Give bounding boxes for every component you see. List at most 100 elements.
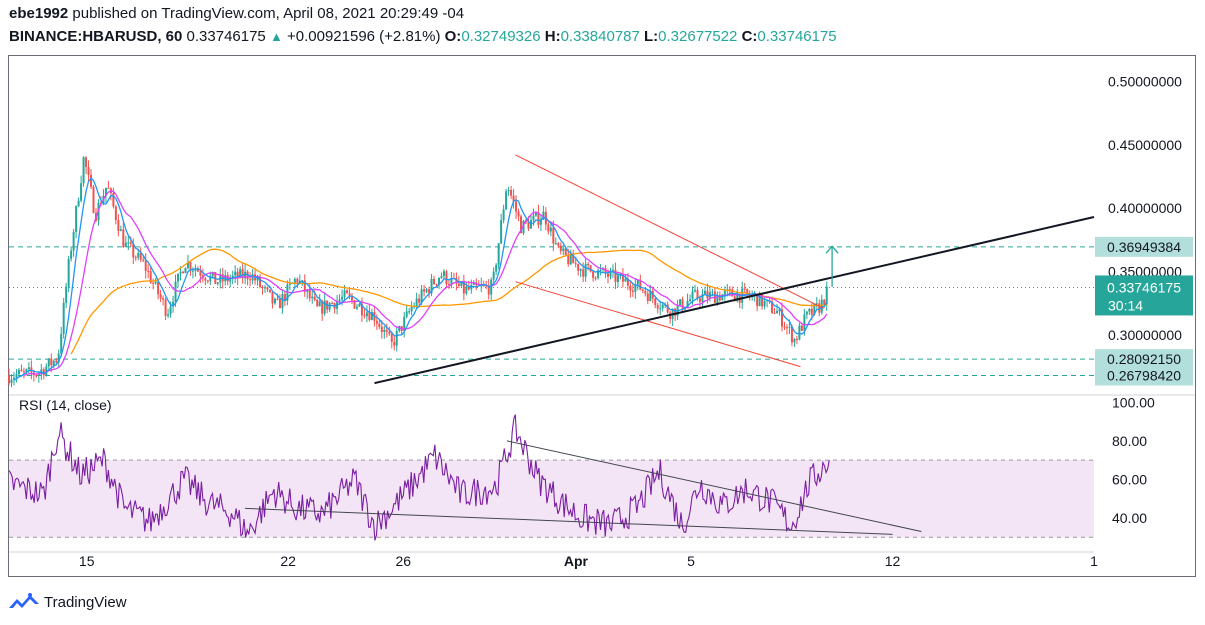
price-change: +0.00921596 (+2.81%) <box>287 28 441 45</box>
candle-body <box>370 312 373 320</box>
candle-body <box>437 277 440 285</box>
chart-frame[interactable] <box>8 55 1196 577</box>
candle-body <box>736 293 739 302</box>
tradingview-logo-icon <box>9 593 39 608</box>
candle-body <box>57 353 60 363</box>
candle-body <box>82 157 85 184</box>
candle-body <box>554 243 557 245</box>
candle-body <box>805 311 808 315</box>
author-name[interactable]: ebe1992 <box>9 5 69 22</box>
red-channel-upper-line <box>515 154 824 309</box>
candle-body <box>433 278 436 285</box>
candle-body <box>472 282 475 285</box>
candle-body <box>390 333 393 342</box>
candle-body <box>209 275 212 282</box>
candle-body <box>798 325 801 340</box>
candle-body <box>696 290 699 299</box>
candle-body <box>771 301 774 314</box>
candle-body <box>114 206 117 221</box>
candle-body <box>52 360 55 366</box>
candle-body <box>624 278 627 282</box>
candle-body <box>559 245 562 252</box>
price-axis-label: 0.40000000 <box>1108 200 1182 216</box>
candle-body <box>636 279 639 285</box>
candle-body <box>186 261 189 268</box>
level-price-tag: 0.26798420 <box>1107 368 1181 384</box>
candle-body <box>654 298 657 306</box>
candle-body <box>818 303 821 313</box>
candle-body <box>505 191 508 210</box>
candle-body <box>25 369 28 372</box>
candle-body <box>410 306 413 312</box>
candle-body <box>614 269 617 282</box>
candle-body <box>353 300 356 309</box>
candle-body <box>743 288 746 290</box>
candle-body <box>810 309 813 315</box>
candle-body <box>256 277 259 281</box>
candle-body <box>47 358 50 367</box>
candle-body <box>65 286 68 303</box>
candle-body <box>313 296 316 300</box>
candle-body <box>80 183 83 201</box>
candle-body <box>758 293 761 307</box>
candle-body <box>500 220 503 244</box>
candle-body <box>646 293 649 301</box>
candle-body <box>694 290 697 292</box>
candle-body <box>572 253 575 264</box>
candle-body <box>698 298 701 302</box>
candle-body <box>515 201 518 212</box>
candle-body <box>761 293 764 307</box>
candle-body <box>147 271 150 273</box>
candle-body <box>686 300 689 308</box>
rsi-layer <box>8 414 922 541</box>
candle-body <box>191 270 194 272</box>
rsi-line <box>8 414 830 541</box>
candle-body <box>306 289 309 292</box>
candle-body <box>40 369 43 374</box>
candle-body <box>393 341 396 346</box>
candle-body <box>368 312 371 320</box>
candle-body <box>308 289 311 299</box>
candle-body <box>358 303 361 307</box>
candle-body <box>177 273 180 282</box>
candle-body <box>611 269 614 271</box>
candle-body <box>107 187 110 189</box>
time-axis-label: 5 <box>687 553 695 569</box>
candle-body <box>12 377 15 380</box>
candle-body <box>492 271 495 280</box>
candle-body <box>756 293 759 307</box>
rsi-axis-label: 100.00 <box>1112 394 1155 410</box>
candle-body <box>579 269 582 271</box>
candle-body <box>296 279 299 283</box>
footer-brand[interactable]: TradingView <box>8 592 127 612</box>
candle-body <box>259 277 262 287</box>
candle-body <box>661 304 664 309</box>
candle-body <box>718 295 721 301</box>
candle-body <box>316 299 319 307</box>
candle-body <box>216 282 219 284</box>
candle-body <box>462 281 465 294</box>
candle-body <box>790 326 793 343</box>
candle-body <box>423 289 426 292</box>
candle-body <box>594 277 597 279</box>
candle-body <box>388 331 391 334</box>
candle-body <box>529 219 532 229</box>
time-axis-label: 15 <box>79 553 95 569</box>
drawings-layer <box>374 154 1095 385</box>
candle-body <box>430 278 433 294</box>
price-axis-label: 0.45000000 <box>1108 137 1182 153</box>
candle-body <box>239 269 242 278</box>
candle-body <box>681 299 684 310</box>
current-price-tag-bg <box>1095 275 1193 316</box>
candle-body <box>10 379 13 384</box>
candle-body <box>293 279 296 283</box>
candle-body <box>788 326 791 328</box>
candle-body <box>378 323 381 327</box>
candle-body <box>268 289 271 293</box>
moving-averages-layer <box>13 177 828 381</box>
candle-body <box>689 299 692 301</box>
candle-body <box>87 167 90 175</box>
candle-body <box>67 258 70 287</box>
candle-body <box>249 279 252 281</box>
